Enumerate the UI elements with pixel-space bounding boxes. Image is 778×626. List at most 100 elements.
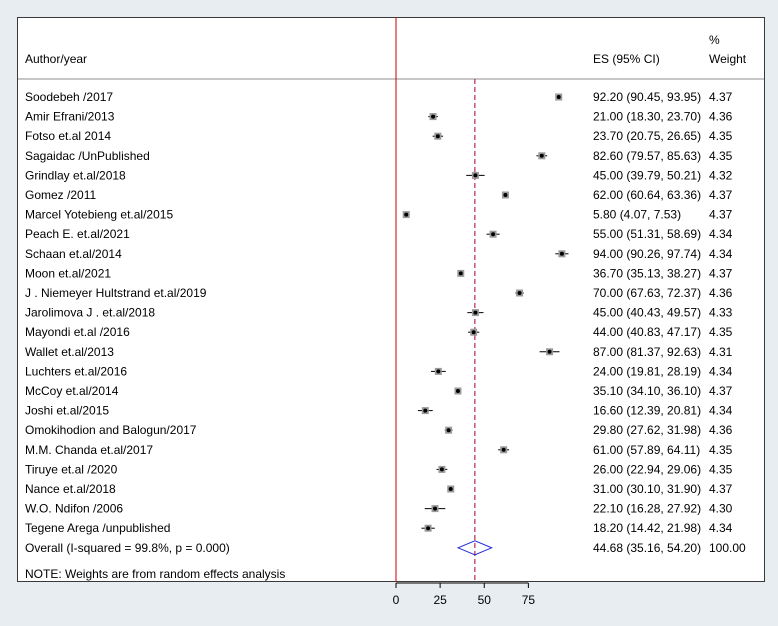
study-label: Fotso et.al 2014 [25,129,111,143]
study-row: Gomez /2011 62.00 (60.64, 63.36) 4.37 [25,188,733,202]
study-es-ci: 61.00 (57.89, 64.11) [593,443,700,457]
study-es-ci: 35.10 (34.10, 36.10) [593,384,701,398]
study-row: Amir Efrani/2013 21.00 (18.30, 23.70) 4.36 [25,110,733,124]
study-weight: 4.37 [709,208,733,222]
study-label: Nance et.al/2018 [25,482,116,496]
study-row: Soodebeh /2017 92.20 (90.45, 93.95) 4.37 [25,90,733,104]
study-es-ci: 18.20 (14.42, 21.98) [593,521,701,535]
x-axis: 0 25 50 75 [393,582,536,607]
study-weight: 4.35 [709,149,733,163]
study-es-ci: 21.00 (18.30, 23.70) [593,110,701,124]
study-es-ci: 44.00 (40.83, 47.17) [593,325,701,339]
study-row: Joshi et.al/2015 16.60 (12.39, 20.81) 4.34 [25,404,733,418]
study-point [559,251,564,256]
study-row: Mayondi et.al /2016 44.00 (40.83, 47.17) 4… [25,325,733,339]
study-point [435,134,440,139]
study-row: Fotso et.al 2014 23.70 (20.75, 26.65) 4.35 [25,129,733,143]
study-row: Grindlay et.al/2018 45.00 (39.79, 50.21) 4… [25,168,733,182]
study-label: W.O. Ndifon /2006 [25,502,123,516]
header-weight-bottom: Weight [709,52,747,66]
study-weight: 4.36 [709,423,733,437]
study-weight: 4.34 [709,521,733,535]
x-tick-label: 25 [433,593,447,607]
x-tick-label: 0 [393,593,400,607]
study-label: Schaan et.al/2014 [25,247,122,261]
overall-diamond [456,540,493,556]
overall-row: Overall (I-squared = 99.8%, p = 0.000) 44… [25,540,746,556]
study-weight: 4.37 [709,266,733,280]
study-row: Marcel Yotebieng et.al/2015 5.80 (4.07, 7… [25,208,733,222]
study-weight: 4.36 [709,110,733,124]
study-es-ci: 62.00 (60.64, 63.36) [593,188,701,202]
study-row: Omokihodion and Balogun/2017 29.80 (27.62… [25,423,733,437]
study-label: Mayondi et.al /2016 [25,325,130,339]
study-label: Marcel Yotebieng et.al/2015 [25,208,173,222]
study-point [491,232,496,237]
study-row: J . Niemeyer Hultstrand et.al/2019 70.00 … [25,286,733,300]
study-point [446,428,451,433]
study-point [547,349,552,354]
header-weight-top: % [709,33,720,47]
study-weight: 4.33 [709,306,733,320]
study-row: Moon et.al/2021 36.70 (35.13, 38.27) 4.37 [25,266,733,280]
study-es-ci: 26.00 (22.94, 29.06) [593,462,701,476]
study-es-ci: 55.00 (51.31, 58.69) [593,227,701,241]
study-weight: 4.35 [709,443,733,457]
plot-panel [17,17,765,582]
study-label: J . Niemeyer Hultstrand et.al/2019 [25,286,207,300]
overall-es-ci: 44.68 (35.16, 54.20) [593,541,701,555]
study-row: Tiruye et.al /2020 26.00 (22.94, 29.06) 4.… [25,462,733,476]
study-es-ci: 29.80 (27.62, 31.98) [593,423,701,437]
study-row: Sagaidac /UnPublished 82.60 (79.57, 85.63… [25,149,733,163]
study-label: Wallet et.al/2013 [25,345,114,359]
study-point [423,408,428,413]
study-label: Grindlay et.al/2018 [25,168,126,182]
study-label: Jarolimova J . et.al/2018 [25,306,155,320]
study-es-ci: 31.00 (30.10, 31.90) [593,482,701,496]
study-point [471,330,476,335]
study-label: Tiruye et.al /2020 [25,462,118,476]
study-es-ci: 36.70 (35.13, 38.27) [593,266,701,280]
study-point [433,506,438,511]
study-label: Gomez /2011 [25,188,96,202]
study-label: Amir Efrani/2013 [25,110,115,124]
study-row: Schaan et.al/2014 94.00 (90.26, 97.74) 4.3… [25,247,733,261]
study-weight: 4.35 [709,129,733,143]
study-row: W.O. Ndifon /2006 22.10 (16.28, 27.92) 4.3… [25,502,733,516]
study-es-ci: 94.00 (90.26, 97.74) [593,247,701,261]
study-point [458,271,463,276]
study-weight: 4.35 [709,462,733,476]
study-es-ci: 70.00 (67.63, 72.37) [593,286,701,300]
study-es-ci: 24.00 (19.81, 28.19) [593,364,701,378]
study-weight: 4.34 [709,364,733,378]
study-row: M.M. Chanda et.al/2017 61.00 (57.89, 64.1… [25,443,733,457]
study-es-ci: 45.00 (40.43, 49.57) [593,306,701,320]
study-label: Peach E. et.al/2021 [25,227,130,241]
study-weight: 4.37 [709,90,733,104]
study-es-ci: 22.10 (16.28, 27.92) [593,502,701,516]
study-label: Luchters et.al/2016 [25,364,127,378]
study-point [556,95,561,99]
study-rows: Soodebeh /2017 92.20 (90.45, 93.95) 4.37 Am… [25,90,746,556]
study-row: Nance et.al/2018 31.00 (30.10, 31.90) 4.37 [25,482,733,496]
study-point [404,212,409,217]
study-weight: 4.34 [709,404,733,418]
study-weight: 4.36 [709,286,733,300]
study-weight: 4.34 [709,227,733,241]
x-tick-label: 75 [522,593,536,607]
study-row: Tegene Arega /unpublished 18.20 (14.42, 2… [25,521,733,535]
study-es-ci: 92.20 (90.45, 93.95) [593,90,701,104]
study-es-ci: 87.00 (81.37, 92.63) [593,345,701,359]
study-point [436,369,441,374]
study-row: Jarolimova J . et.al/2018 45.00 (40.43, 4… [25,306,733,320]
study-label: Sagaidac /UnPublished [25,149,150,163]
study-weight: 4.31 [709,345,733,359]
header-study: Author/year [25,52,87,66]
study-point [426,526,431,531]
study-row: Peach E. et.al/2021 55.00 (51.31, 58.69) 4… [25,227,733,241]
study-point [473,310,478,315]
study-label: Omokihodion and Balogun/2017 [25,423,197,437]
study-point [473,173,478,178]
study-label: Moon et.al/2021 [25,266,111,280]
